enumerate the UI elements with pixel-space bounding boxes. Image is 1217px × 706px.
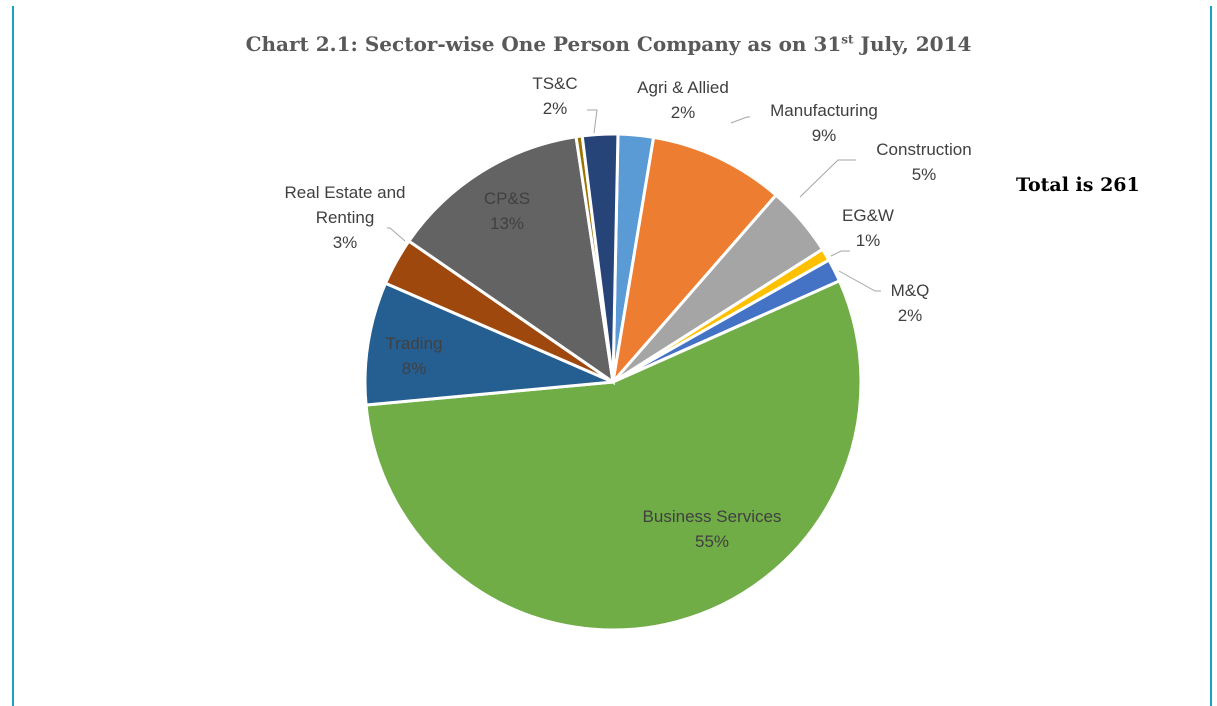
leader-line-construction — [799, 159, 856, 198]
leader-line-eg-w — [830, 250, 850, 257]
leader-line-m-q — [838, 270, 881, 292]
slice-percent-manufacturing: 9% — [812, 126, 837, 145]
slice-percent-construction: 5% — [912, 165, 937, 184]
slice-label-m-q: M&Q — [891, 281, 930, 300]
pie-slice-ts-c — [580, 132, 620, 383]
chart-frame — [12, 6, 1212, 706]
slice-label-ts-c: TS&C — [532, 74, 577, 93]
slice-percent-ts-c: 2% — [543, 99, 568, 118]
slice-label-trading: Trading — [385, 334, 442, 353]
pie-slice-manufacturing — [610, 135, 779, 387]
pie-slice-trading — [363, 281, 614, 407]
slice-label-agri-allied: Agri & Allied — [637, 78, 729, 97]
pie-slice-business-services — [364, 278, 863, 632]
slice-percent-m-q: 2% — [898, 306, 923, 325]
total-annotation: Total is 261 — [1016, 174, 1140, 196]
slice-label-real-estate-and-renting: Real Estate and — [285, 183, 406, 202]
slice-percent-real-estate-and-renting: 3% — [333, 233, 358, 252]
leader-line-ts-c — [587, 109, 598, 134]
chart-title: Chart 2.1: Sector-wise One Person Compan… — [245, 32, 972, 56]
leader-line-real-estate-and-renting — [387, 227, 406, 242]
slice-percent-eg-w: 1% — [856, 231, 881, 250]
slice-label-eg-w: EG&W — [842, 206, 894, 225]
slice-percent-cp-s: 13% — [490, 214, 524, 233]
slice-percent-business-services: 55% — [695, 532, 729, 551]
leader-line-manufacturing — [730, 116, 750, 124]
slice-label-cp-s: CP&S — [484, 189, 530, 208]
slice-label-business-services: Business Services — [643, 507, 782, 526]
slice-label-construction: Construction — [876, 140, 971, 159]
slice-percent-agri-allied: 2% — [671, 103, 696, 122]
slice-percent-trading: 8% — [402, 359, 427, 378]
slice-label-manufacturing: Manufacturing — [770, 101, 878, 120]
pie-slice-cp-s — [406, 135, 615, 386]
slice-label-real-estate-and-renting: Renting — [316, 208, 375, 227]
